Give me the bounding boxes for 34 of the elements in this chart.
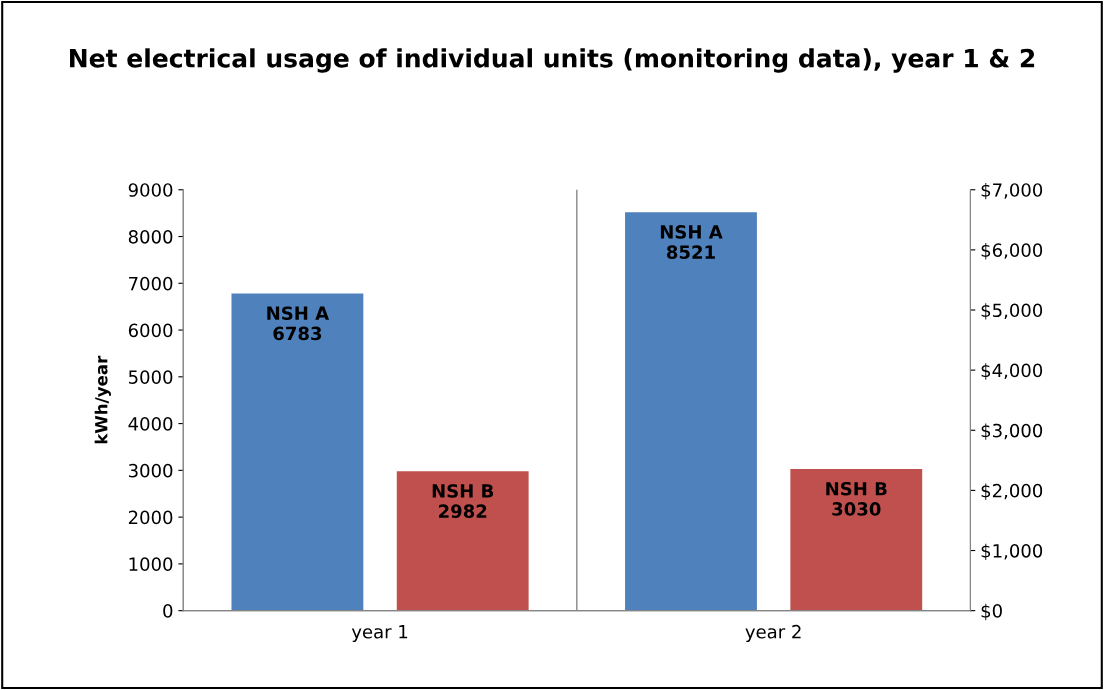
- y2-tick-label: $0: [981, 603, 1002, 621]
- text: NSH B: [432, 484, 494, 498]
- data-label: 8521: [666, 245, 715, 259]
- y-tick-label: 8000: [128, 229, 173, 244]
- y2-tick-label: $6,000: [981, 243, 1043, 260]
- bar: [625, 212, 757, 611]
- x-tick-label: year 1: [351, 625, 408, 643]
- bar: [231, 293, 364, 611]
- y2-tick-label: $7,000: [981, 182, 1043, 200]
- bar: [396, 471, 529, 611]
- chart-title: Net electrical usage of individual units (monitoring data), year 1 & 2: [70, 48, 1035, 73]
- y2-tick-label: $3,000: [981, 423, 1043, 440]
- series-label: NSH A: [267, 306, 330, 321]
- y2-tick-label: $2,000: [981, 483, 1043, 500]
- y-tick-label: 1000: [129, 557, 173, 571]
- y-tick-label: 4000: [128, 417, 173, 431]
- y-tick-label: 7000: [129, 276, 173, 291]
- bar: [790, 468, 923, 611]
- y-tick-label: 0: [163, 604, 173, 618]
- text: NSH A: [660, 225, 723, 239]
- y-tick-label: 9000: [128, 183, 173, 197]
- data-label: 3030: [832, 502, 881, 516]
- y2-tick-label: $5,000: [981, 303, 1043, 320]
- y-axis-title: kWh/year: [94, 355, 111, 444]
- y2-tick-label: $1,000: [981, 543, 1043, 561]
- y-tick-label: 2000: [128, 510, 173, 525]
- x-tick-label: year 2: [745, 624, 801, 643]
- y-tick-label: 5000: [128, 370, 173, 384]
- series-label: NSH B: [826, 481, 887, 496]
- data-label: 6783: [273, 326, 322, 341]
- y-tick-label: 3000: [128, 463, 173, 478]
- y-tick-label: 6000: [128, 323, 173, 338]
- y2-tick-label: $4,000: [981, 363, 1043, 380]
- data-label: 2982: [439, 504, 487, 519]
